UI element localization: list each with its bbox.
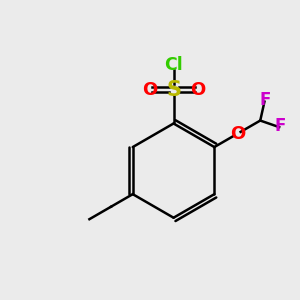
Text: O: O <box>190 81 205 99</box>
Text: O: O <box>230 125 245 143</box>
Text: F: F <box>275 117 286 135</box>
Text: O: O <box>142 81 157 99</box>
Text: S: S <box>166 80 181 100</box>
Text: Cl: Cl <box>164 56 183 74</box>
Text: F: F <box>260 92 271 110</box>
